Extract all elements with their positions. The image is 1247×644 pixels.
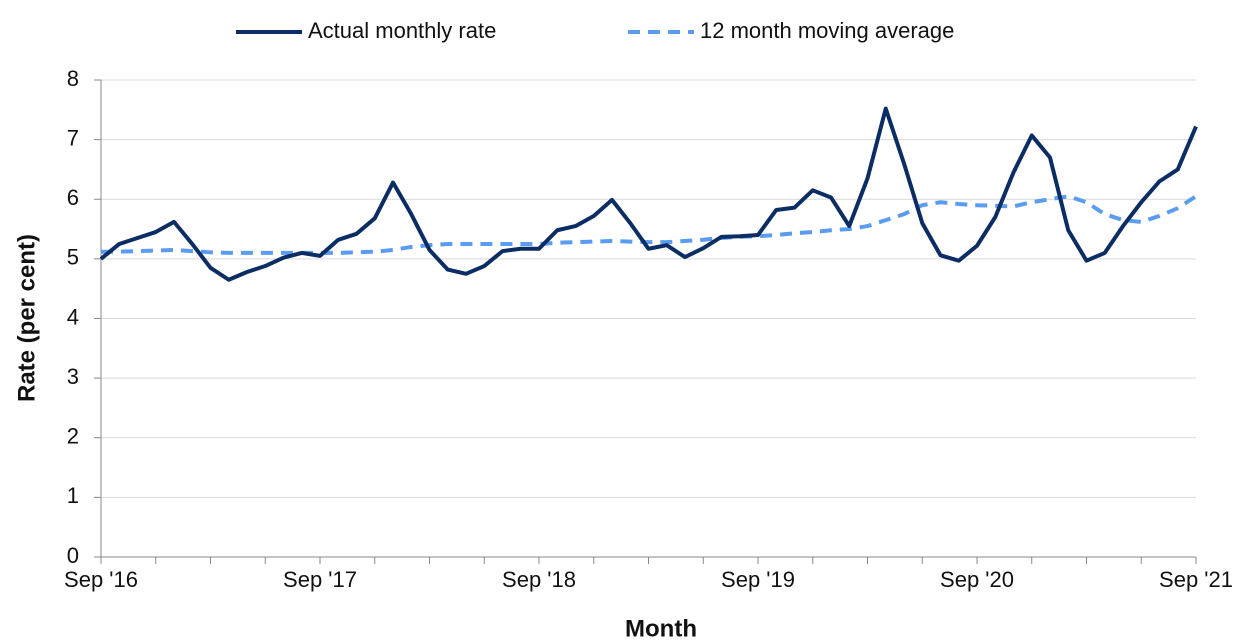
y-tick-label: 8 xyxy=(67,66,79,91)
y-tick-label: 5 xyxy=(67,245,79,270)
y-tick-label: 1 xyxy=(67,483,79,508)
x-tick-label: Sep '16 xyxy=(64,567,138,592)
x-tick-label: Sep '17 xyxy=(283,567,357,592)
x-tick-label: Sep '20 xyxy=(940,567,1014,592)
legend-label: Actual monthly rate xyxy=(308,18,496,43)
x-tick-label: Sep '18 xyxy=(502,567,576,592)
y-tick-label: 7 xyxy=(67,125,79,150)
y-tick-label: 4 xyxy=(67,304,79,329)
y-tick-label: 2 xyxy=(67,424,79,449)
series-line xyxy=(99,106,1198,282)
y-tick-label: 6 xyxy=(67,185,79,210)
y-axis-title: Rate (per cent) xyxy=(13,234,40,402)
x-tick-label: Sep '21 xyxy=(1159,567,1233,592)
y-tick-label: 3 xyxy=(67,364,79,389)
series-line xyxy=(101,194,1198,255)
y-tick-label: 0 xyxy=(67,543,79,568)
x-tick-label: Sep '19 xyxy=(721,567,795,592)
legend-label: 12 month moving average xyxy=(700,18,954,43)
x-axis-title: Month xyxy=(625,615,697,642)
